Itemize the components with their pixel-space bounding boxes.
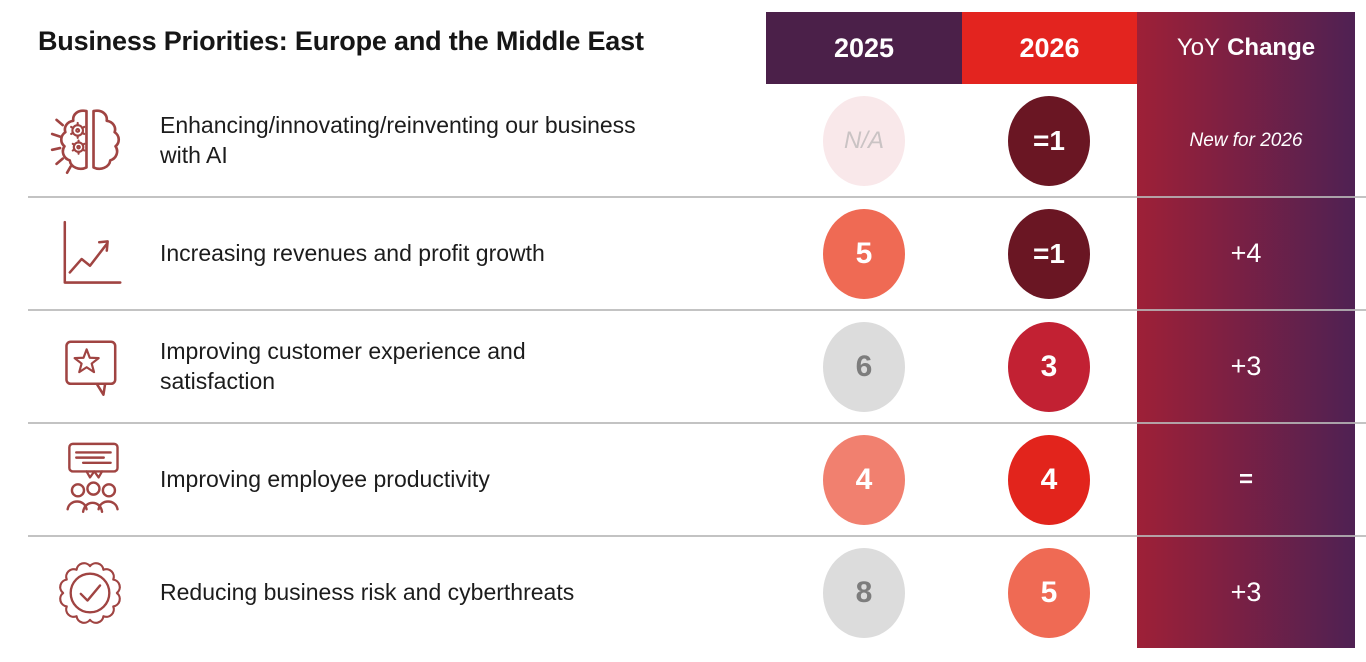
yoy-change-value: +3 [1230, 577, 1262, 607]
ai-brain-icon [30, 84, 150, 197]
yoy-change-value: +3 [1230, 351, 1262, 381]
employee-productivity-icon [30, 423, 150, 536]
yoy-header-normal: YoY [1176, 34, 1221, 61]
yoy-header-bold: Change [1227, 34, 1316, 61]
rank-2026-circle: =1 [1008, 208, 1090, 299]
priority-label: Enhancing/innovating/reinventing our bus… [160, 112, 636, 168]
rank-2025-circle: 8 [823, 547, 905, 638]
rank-2026-circle: 5 [1008, 547, 1090, 638]
rank-2025-circle: 5 [823, 208, 905, 299]
column-header-2025: 2025 [766, 12, 962, 84]
rank-2025-circle: N/A [823, 95, 905, 186]
column-header-yoy: YoY Change [1137, 12, 1355, 84]
priority-label: Improving customer experience and satisf… [160, 338, 526, 394]
risk-badge-icon [30, 536, 150, 649]
priority-label: Improving employee productivity [160, 465, 490, 492]
rank-2025-circle: 4 [823, 434, 905, 525]
yoy-gradient-column [1137, 12, 1355, 648]
column-header-2026: 2026 [962, 12, 1137, 84]
customer-star-icon [30, 310, 150, 423]
table-row: Reducing business risk and cyberthreats … [0, 536, 1366, 649]
table-row: Increasing revenues and profit growth 5 … [0, 197, 1366, 311]
rank-2025-circle: 6 [823, 321, 905, 412]
table-body: Enhancing/innovating/reinventing our bus… [0, 84, 1366, 649]
yoy-change-value: +4 [1230, 238, 1262, 268]
rank-2026-circle: 4 [1008, 434, 1090, 525]
table-row: Improving employee productivity 4 4 = [0, 423, 1366, 537]
growth-chart-icon [30, 197, 150, 310]
page-title: Business Priorities: Europe and the Midd… [38, 26, 644, 56]
yoy-change-value: = [1238, 465, 1253, 493]
priority-label: Reducing business risk and cyberthreats [160, 578, 575, 605]
table-row: Enhancing/innovating/reinventing our bus… [0, 84, 1366, 198]
rank-2026-circle: =1 [1008, 95, 1090, 186]
yoy-change-value: New for 2026 [1189, 129, 1303, 151]
rank-2026-circle: 3 [1008, 321, 1090, 412]
table-row: Improving customer experience and satisf… [0, 310, 1366, 424]
priority-label: Increasing revenues and profit growth [160, 239, 545, 266]
